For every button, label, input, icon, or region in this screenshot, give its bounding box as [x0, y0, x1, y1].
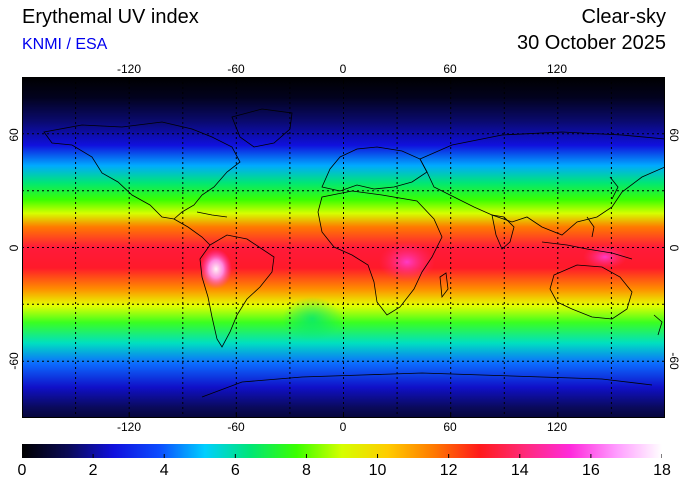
coastline-central-america	[173, 218, 211, 246]
lat-label-right: -60	[667, 352, 681, 370]
lat-label-right: 0	[667, 244, 681, 252]
colorbar-tick-label: 10	[368, 462, 387, 479]
coastline-north-america	[43, 121, 241, 220]
map-date: 30 October 2025	[517, 32, 666, 54]
uv-index-map	[22, 77, 665, 418]
coastline-japan	[609, 176, 619, 200]
coastline-madagascar	[439, 272, 449, 299]
colorbar-gradient	[22, 444, 662, 458]
colorbar-tick-label: 16	[581, 462, 600, 479]
lon-label-bottom: -120	[116, 420, 142, 434]
sky-mode-label: Clear-sky	[581, 6, 666, 28]
uv-hotspot-africa	[379, 242, 435, 282]
lon-label-top: -60	[227, 62, 245, 76]
coastline-philippines	[586, 216, 595, 238]
uv-hotspot-andes	[200, 249, 232, 289]
data-source-label: KNMI / ESA	[22, 36, 108, 53]
lon-label-top: 60	[443, 62, 457, 76]
colorbar-tick-label: 2	[88, 462, 98, 479]
graticule	[22, 77, 665, 418]
coastline-australia	[549, 264, 633, 320]
lat-label-left: -60	[7, 352, 21, 370]
lon-label-bottom: -60	[227, 420, 245, 434]
coastline-new-zealand	[653, 314, 663, 336]
lon-label-bottom: 0	[339, 420, 347, 434]
lat-label-right: 60	[667, 128, 681, 142]
colorbar-tick-label: 12	[439, 462, 458, 479]
lat-label-left: 0	[7, 244, 21, 252]
lon-label-top: 0	[339, 62, 347, 76]
coastline-antarctica	[201, 372, 653, 398]
colorbar-tick-label: 6	[230, 462, 240, 479]
colorbar-tick-label: 18	[653, 462, 671, 479]
lon-label-bottom: 120	[546, 420, 568, 434]
colorbar-tick-label: 14	[510, 462, 529, 479]
map-frame	[22, 77, 665, 418]
uv-hotspot-indonesia	[583, 245, 627, 269]
coastline-indonesia	[541, 241, 633, 260]
uv-low-atlantic	[282, 297, 342, 341]
lat-label-left: 60	[7, 128, 21, 142]
lon-label-top: -120	[116, 62, 142, 76]
coastline-greenland	[231, 108, 293, 148]
map-title: Erythemal UV index	[22, 6, 199, 28]
coastline-south-america	[199, 234, 275, 348]
lon-label-top: 120	[546, 62, 568, 76]
colorbar-tick-label: 8	[301, 462, 311, 479]
uv-colorbar	[22, 444, 662, 458]
colorbar-ticks	[22, 454, 662, 458]
colorbar-tick-label: 4	[159, 462, 169, 479]
coastline-caribbean	[196, 211, 228, 218]
lon-label-bottom: 60	[443, 420, 457, 434]
colorbar-tick-label: 0	[17, 462, 27, 479]
